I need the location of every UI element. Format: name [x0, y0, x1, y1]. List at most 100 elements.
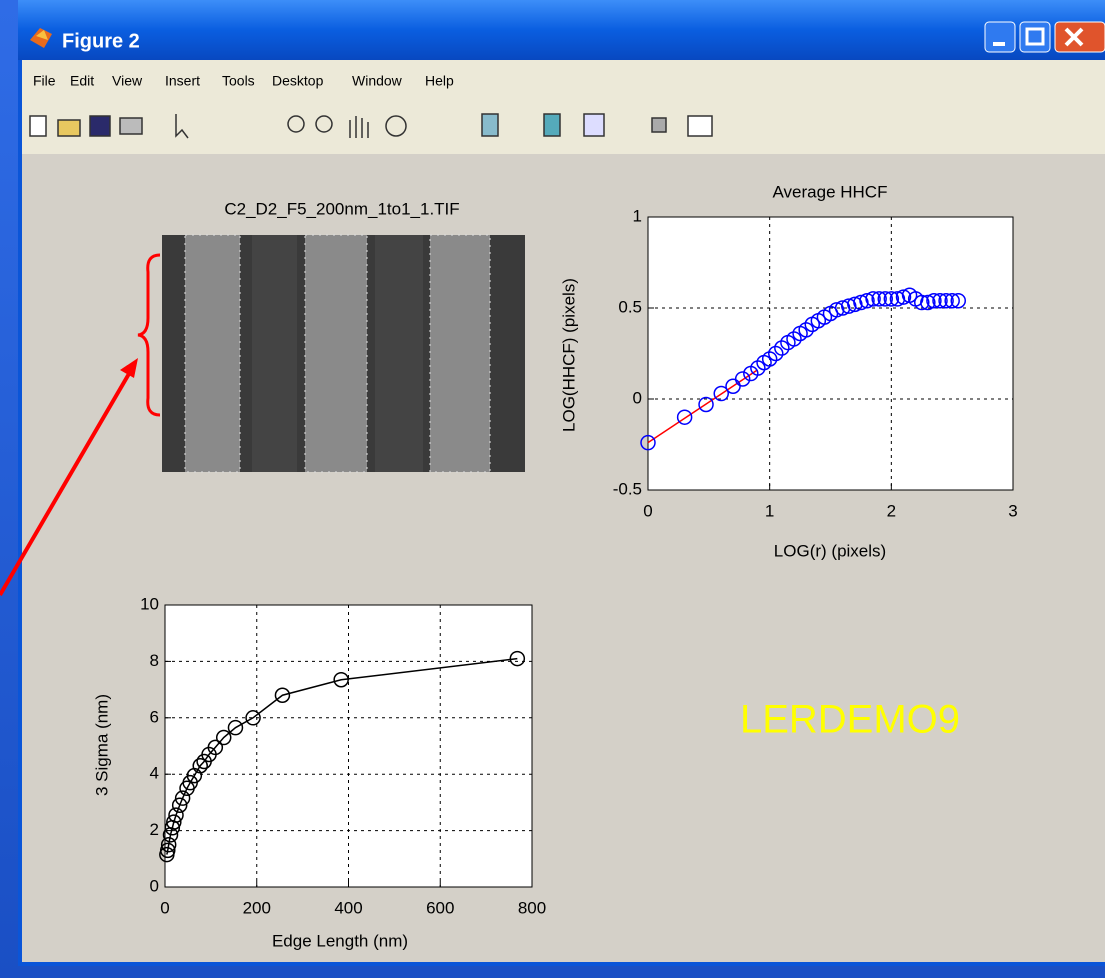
data-point — [895, 289, 912, 305]
rotate-icon[interactable] — [385, 115, 407, 137]
x-tick-label: 3 — [1008, 501, 1017, 520]
data-point — [865, 291, 881, 307]
data-point — [883, 291, 900, 307]
data-point — [274, 687, 291, 703]
app-icon — [30, 28, 52, 48]
y-tick-label: -0.5 — [613, 479, 642, 498]
data-point — [166, 814, 182, 830]
data-point — [698, 396, 714, 413]
series-line — [166, 657, 518, 855]
maximize-button[interactable] — [1019, 21, 1051, 53]
data-point — [174, 790, 191, 806]
title-bar — [18, 0, 1105, 60]
save-icon[interactable] — [89, 115, 111, 137]
data-point — [938, 292, 954, 309]
data-point — [926, 292, 942, 309]
data-point — [227, 719, 244, 736]
data-point — [640, 434, 656, 451]
menu-item[interactable]: Edit — [70, 73, 94, 89]
menu-item[interactable]: View — [112, 73, 143, 89]
x-tick-label: 2 — [887, 501, 896, 520]
data-point — [509, 650, 526, 667]
data-point — [333, 671, 349, 688]
data-point — [859, 292, 875, 309]
print-icon[interactable] — [119, 117, 143, 135]
toolbar — [22, 102, 1105, 154]
sem-image — [162, 234, 525, 473]
y-axis-label: LOG(HHCF) (pixels) — [559, 278, 578, 432]
y-tick-label: 0 — [150, 876, 159, 895]
data-point — [245, 710, 261, 726]
x-tick-label: 600 — [426, 898, 454, 917]
data-point — [168, 807, 184, 823]
menu-item[interactable]: Insert — [165, 73, 200, 89]
data-point — [713, 385, 729, 402]
hide-icon[interactable] — [651, 117, 667, 133]
zoom-out-icon[interactable] — [315, 115, 333, 133]
chart-title: Average HHCF — [773, 182, 888, 201]
open-icon[interactable] — [57, 119, 81, 137]
x-tick-label: 0 — [643, 501, 652, 520]
image-title: C2_D2_F5_200nm_1to1_1.TIF — [224, 199, 459, 218]
pan-icon[interactable] — [349, 116, 369, 138]
data-point — [920, 294, 936, 311]
close-button[interactable] — [1054, 21, 1105, 53]
data-point — [160, 836, 177, 853]
data-point — [160, 842, 176, 859]
window-title: Figure 2 — [62, 30, 140, 52]
new-icon[interactable] — [29, 115, 47, 137]
menu-bar — [22, 60, 1105, 102]
data-point — [914, 294, 930, 311]
minimize-button[interactable] — [984, 21, 1016, 53]
axes-box — [164, 604, 533, 888]
red-arrow — [0, 358, 138, 597]
data-point — [944, 292, 960, 309]
zoom-in-icon[interactable] — [287, 115, 305, 133]
y-tick-label: 2 — [150, 820, 159, 839]
x-tick-label: 1 — [765, 501, 774, 520]
select-icon[interactable] — [175, 114, 189, 139]
show-icon[interactable] — [687, 115, 713, 137]
x-axis-label: LOG(r) (pixels) — [774, 541, 886, 560]
y-axis-label: 3 Sigma (nm) — [92, 694, 111, 796]
data-point — [215, 729, 232, 746]
datacursor-icon[interactable] — [481, 113, 499, 137]
colorbar-icon[interactable] — [543, 113, 561, 137]
data-point — [676, 409, 693, 425]
x-axis-label: Edge Length (nm) — [272, 931, 408, 950]
menu-item[interactable]: File — [33, 73, 56, 89]
y-tick-label: 10 — [140, 594, 159, 613]
data-point — [734, 371, 751, 387]
x-tick-label: 400 — [334, 898, 362, 917]
x-tick-label: 0 — [160, 898, 169, 917]
y-tick-label: 1 — [633, 206, 642, 225]
toolbar-icons[interactable] — [29, 113, 713, 139]
menu-item[interactable]: Tools — [222, 73, 255, 89]
y-tick-label: 0.5 — [618, 297, 642, 316]
data-point — [207, 739, 224, 756]
window-controls[interactable] — [984, 21, 1105, 53]
maximize-glyph — [1025, 27, 1045, 46]
data-point — [171, 797, 188, 813]
legend-icon[interactable] — [583, 113, 605, 137]
x-tick-label: 800 — [518, 898, 546, 917]
data-point — [877, 291, 893, 307]
minimize-glyph — [993, 42, 1005, 46]
annotation: LERDEMO9 — [740, 698, 960, 742]
red-brace — [137, 253, 161, 417]
menu-item[interactable]: Desktop — [272, 73, 324, 89]
data-point — [871, 291, 887, 307]
x-tick-label: 200 — [243, 898, 271, 917]
plot-area — [648, 217, 1013, 490]
y-tick-label: 6 — [150, 707, 159, 726]
y-tick-label: 4 — [150, 764, 159, 783]
menu-item[interactable]: Help — [425, 73, 454, 89]
data-point — [192, 757, 208, 774]
menu-item[interactable]: Window — [352, 73, 403, 89]
y-tick-label: 0 — [633, 388, 642, 407]
axes-box — [647, 216, 1014, 491]
y-tick-label: 8 — [150, 651, 159, 670]
